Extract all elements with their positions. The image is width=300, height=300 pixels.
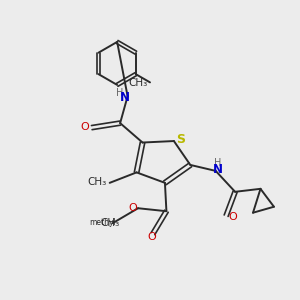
Text: CH₃: CH₃: [88, 177, 107, 187]
Text: O: O: [128, 202, 137, 213]
Text: N: N: [213, 163, 223, 176]
Text: H: H: [214, 158, 221, 168]
Text: O: O: [81, 122, 90, 132]
Text: S: S: [176, 133, 185, 146]
Text: N: N: [120, 91, 130, 103]
Text: O: O: [228, 212, 237, 222]
Text: methyl: methyl: [89, 218, 116, 227]
Text: CH₃: CH₃: [128, 78, 148, 88]
Text: CH₃: CH₃: [100, 218, 119, 228]
Text: H: H: [116, 88, 123, 98]
Text: O: O: [147, 232, 156, 242]
